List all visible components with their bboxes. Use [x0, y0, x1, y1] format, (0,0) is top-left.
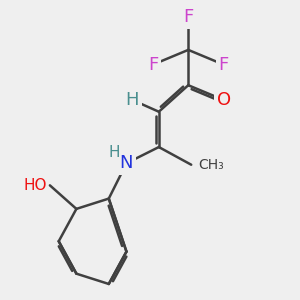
Text: HO: HO — [23, 178, 47, 193]
Text: F: F — [218, 56, 229, 74]
Text: F: F — [148, 56, 158, 74]
Text: N: N — [120, 154, 133, 172]
Text: CH₃: CH₃ — [199, 158, 224, 172]
Text: H: H — [126, 91, 139, 109]
Text: F: F — [183, 8, 194, 26]
Text: O: O — [217, 91, 231, 109]
Text: H: H — [108, 145, 120, 160]
